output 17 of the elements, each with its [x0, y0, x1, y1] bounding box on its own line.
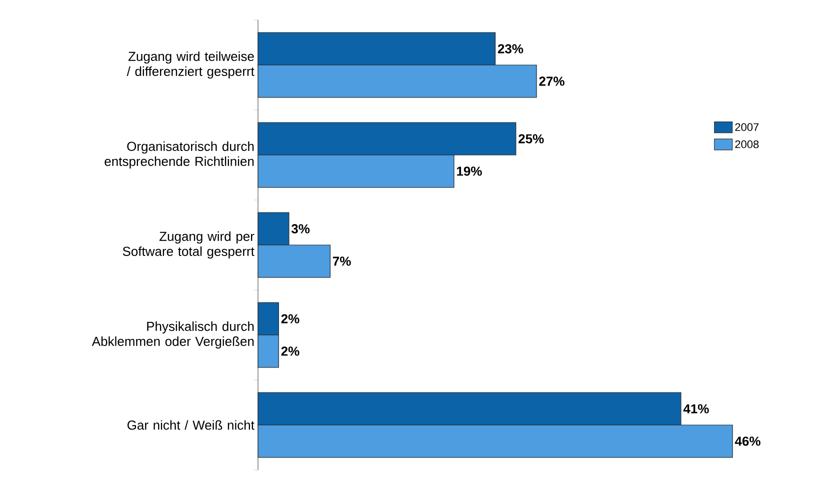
data-label: 3%	[291, 224, 310, 234]
data-label: 19%	[457, 166, 482, 176]
y-tick-label: Zugang wird per Software total gesperrt	[122, 231, 254, 259]
data-label: 27%	[539, 76, 564, 86]
y-tick-label: Organisatorisch durch entsprechende Richtlinien	[104, 141, 254, 169]
legend-label: 2008	[735, 140, 759, 148]
y-tick-label: Gar nicht / Weiß nicht	[128, 420, 254, 430]
y-tick-label: Physikalisch durch Abklemmen oder Vergießen	[92, 321, 254, 349]
data-label: 46%	[734, 436, 760, 446]
data-label: 23%	[498, 44, 524, 54]
legend-label: 2007	[735, 123, 759, 131]
data-label: 7%	[332, 256, 351, 266]
data-label: 41%	[683, 404, 709, 414]
data-label: 25%	[518, 134, 544, 144]
y-tick-label: Zugang wird teilweise / differenziert gesperrt	[126, 51, 254, 79]
data-label: 2%	[281, 346, 300, 356]
data-label: 2%	[281, 314, 300, 324]
